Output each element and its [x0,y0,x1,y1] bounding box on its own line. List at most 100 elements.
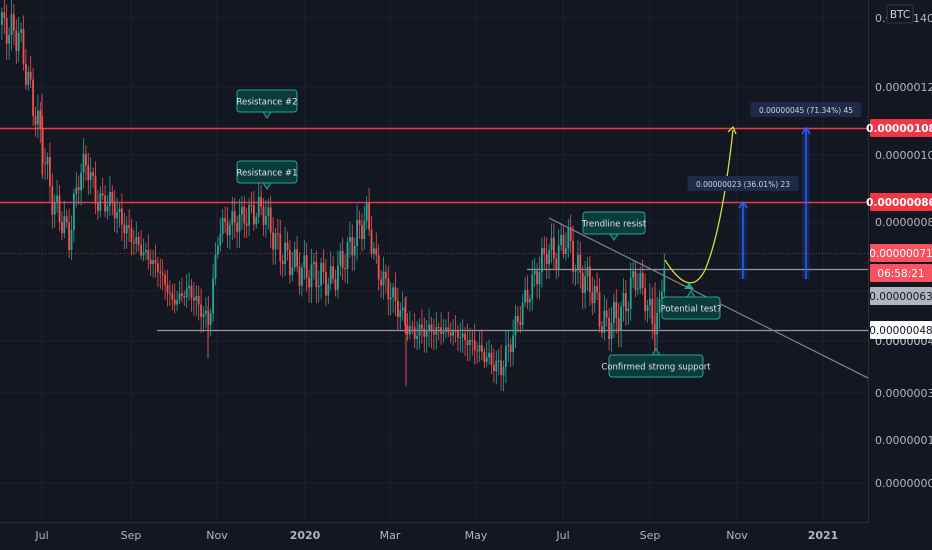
candle-body [461,333,464,337]
candle-body [351,237,354,256]
candle-body [46,157,49,164]
candle-body [214,254,217,279]
measure-label: 0.00000023 (36.01%) 23 [696,180,790,189]
candle-body [128,225,130,228]
candle-body [394,287,397,301]
currency-badge[interactable] [886,4,914,24]
candle-body [121,208,123,225]
candle-body [428,324,430,330]
candle-body [601,326,603,333]
candle-body [457,330,459,338]
candle-body [488,352,490,358]
candle-body [205,310,207,314]
price-label-bg [870,264,932,282]
candle-body [440,327,442,334]
candle-body [617,318,620,331]
callout-4[interactable]: Confirmed strong support [601,348,711,378]
candle-body [437,327,440,329]
candle-body [512,335,514,352]
candle-body [608,317,610,339]
callout-3[interactable]: Potential test? [661,290,722,320]
candle-body [15,30,18,51]
time-tick-label: 2020 [290,529,321,542]
candle-body [509,344,512,352]
candle-body [529,299,531,303]
candle-body [620,306,622,331]
candle-body [145,250,147,253]
candle-body [435,327,438,335]
candle-body [291,267,294,276]
callout-text: Resistance #1 [236,169,297,179]
price-label-text: 0.00000048 [869,325,932,337]
candle-body [10,14,13,36]
candle-body [188,285,190,289]
currency-label: BTC [890,9,910,21]
candle-body [661,292,663,299]
candle-body [560,234,562,245]
callout-0[interactable]: Resistance #2 [236,89,298,119]
price-label-bg [870,321,932,339]
candle-body [473,340,476,351]
candle-body [332,266,334,279]
candle-body [317,285,320,288]
candle-body [248,204,250,226]
candle-body [481,345,483,352]
candle-body [87,165,90,180]
candle-body [490,352,493,365]
candle-body [92,172,94,176]
candle-body [68,222,70,251]
time-tick-label: Jul [34,529,48,542]
candle-body [579,254,582,273]
candle-body [361,225,363,240]
measure-arrow-0[interactable]: 0.00000023 (36.01%) 23 [687,176,799,279]
candle-body [41,128,44,164]
candle-body [200,304,202,317]
candle-body [97,203,99,211]
candle-body [164,274,166,285]
candle-body [75,187,78,194]
candle-body [51,186,54,215]
candle-body [478,345,481,352]
candle-body [56,195,58,202]
candle-body [166,284,169,293]
candle-body [325,271,327,296]
candle-body [644,287,646,312]
candle-body [663,267,666,293]
candle-body [53,201,56,215]
candle-body [500,360,502,376]
candle-body [382,271,385,286]
candle-body [320,262,322,286]
time-axis[interactable] [0,522,932,550]
candle-body [329,266,332,284]
candle-body [656,312,658,335]
callout-tail [651,348,661,356]
candle-body [135,237,138,244]
candle-body [452,330,454,336]
measure-label-box [687,176,799,191]
callout-2[interactable]: Trendline resist [581,211,647,241]
candle-body [581,272,584,293]
measure-label-box [750,102,862,117]
candle-body [322,262,325,272]
candle-body [430,324,433,332]
candle-body [577,254,579,269]
candle-body [423,328,426,337]
candle-body [260,196,262,207]
candle-body [543,247,546,254]
candle-body [622,293,625,307]
callout-1[interactable]: Resistance #1 [236,160,298,190]
candle-body [629,277,632,309]
price-label-text: 06:58:21 [877,268,924,280]
candle-body [58,195,61,223]
candle-body [241,206,243,215]
candle-body [533,270,536,275]
measure-arrow-1[interactable]: 0.00000045 (71.34%) 45 [750,102,862,279]
candle-body [37,110,39,125]
candle-body [231,211,234,225]
candle-body [39,110,42,129]
candle-body [526,290,529,303]
measure-label: 0.00000045 (71.34%) 45 [759,106,853,115]
candle-body [615,301,618,319]
price-label-text: 0.00000063 [869,291,932,303]
